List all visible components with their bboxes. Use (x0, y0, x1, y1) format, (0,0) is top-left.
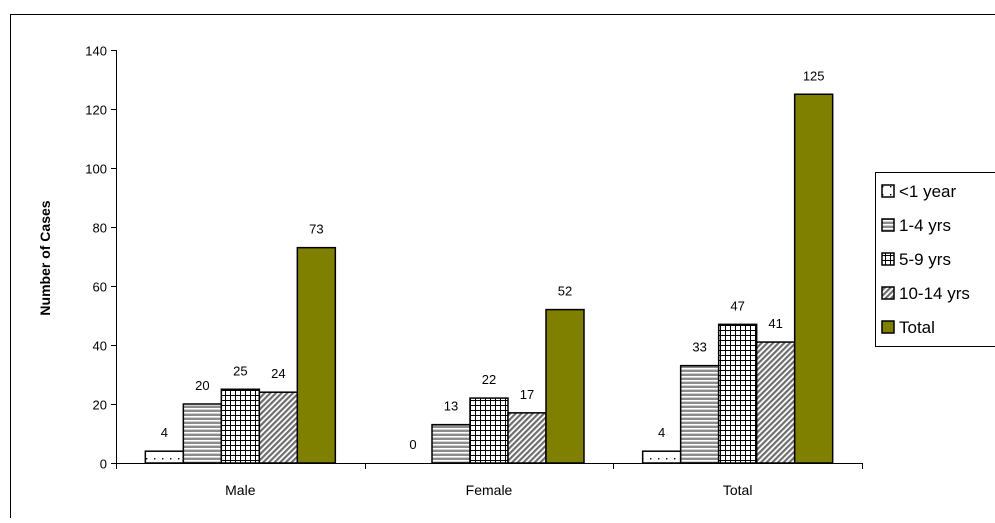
bar (470, 398, 508, 463)
bar (681, 366, 719, 463)
bar (259, 392, 297, 463)
legend-swatch (882, 219, 894, 231)
data-label: 73 (309, 222, 323, 237)
y-axis-title: Number of Cases (37, 200, 53, 315)
bar (643, 451, 681, 463)
data-label: 13 (444, 399, 458, 414)
data-label: 52 (558, 284, 572, 299)
legend-entry-label: 5-9 yrs (899, 250, 951, 269)
data-label: 22 (482, 372, 496, 387)
legend-swatch (882, 185, 894, 197)
legend-entry-label: <1 year (899, 182, 957, 201)
data-label: 125 (803, 68, 825, 83)
bar (546, 310, 584, 463)
data-label: 0 (409, 437, 416, 452)
x-category-label: Female (466, 482, 513, 498)
y-tick-label: 20 (93, 398, 107, 413)
x-category-label: Male (225, 482, 256, 498)
bar (757, 342, 795, 463)
data-label: 4 (658, 425, 665, 440)
bar (221, 389, 259, 463)
bars (145, 94, 832, 463)
bar (297, 248, 335, 463)
x-category-label: Total (723, 482, 753, 498)
legend-swatch (882, 321, 894, 333)
bar (508, 413, 546, 463)
data-label: 20 (195, 378, 209, 393)
y-tick-label: 80 (93, 221, 107, 236)
data-label: 4 (161, 425, 168, 440)
data-label: 25 (233, 363, 247, 378)
y-tick-label: 40 (93, 339, 107, 354)
data-label: 17 (520, 387, 534, 402)
legend-swatch (882, 253, 894, 265)
legend-entry-label: 1-4 yrs (899, 216, 951, 235)
y-tick-label: 0 (100, 457, 107, 472)
bar (145, 451, 183, 463)
data-label: 24 (271, 366, 285, 381)
data-label: 41 (768, 316, 782, 331)
bar (432, 425, 470, 463)
legend-entry-label: Total (899, 318, 935, 337)
bar (719, 324, 757, 463)
legend-swatch (882, 287, 894, 299)
data-label: 47 (730, 298, 744, 313)
data-label: 33 (692, 340, 706, 355)
legend-entry-label: 10-14 yrs (899, 284, 970, 303)
bar (183, 404, 221, 463)
legend: <1 year 1-4 yrs 5-9 yrs 10-14 yrs Total (876, 173, 995, 347)
bar (795, 94, 833, 463)
y-tick-label: 60 (93, 280, 107, 295)
y-tick-label: 120 (85, 103, 107, 118)
y-tick-label: 100 (85, 162, 107, 177)
y-tick-label: 140 (85, 44, 107, 59)
